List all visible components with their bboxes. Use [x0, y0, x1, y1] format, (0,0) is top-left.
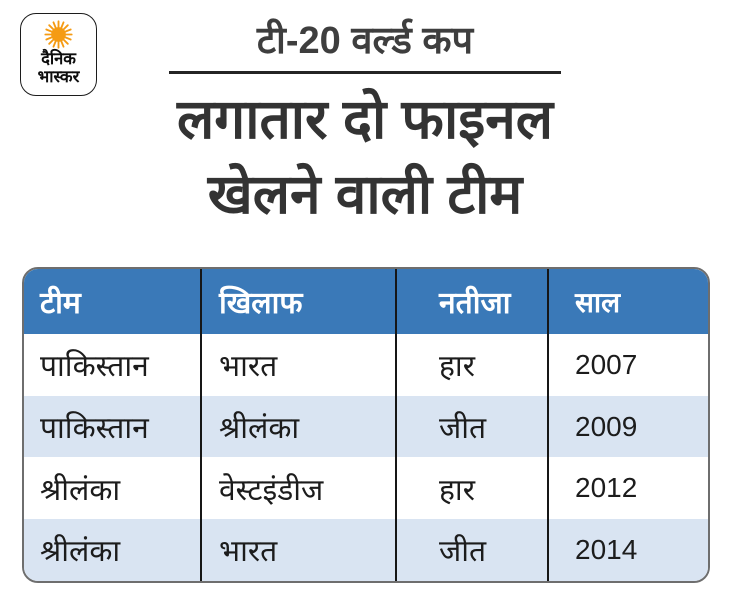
cell-year: 2007	[547, 334, 708, 396]
sun-icon	[44, 20, 73, 49]
cell-team: श्रीलंका	[40, 473, 121, 507]
table-header-row: टीम खिलाफ नतीजा साल	[24, 269, 708, 334]
col-header-team: टीम	[40, 287, 81, 320]
col-header-result: नतीजा	[395, 269, 547, 334]
table-row: पाकिस्तान भारत हार 2007	[24, 334, 708, 396]
cell-against: श्रीलंका	[200, 395, 395, 458]
logo-line1: दैनिक	[41, 50, 76, 68]
kicker-title: टी-20 वर्ल्ड कप	[256, 20, 474, 62]
cell-against: भारत	[200, 334, 395, 396]
cell-result: हार	[395, 457, 547, 520]
col-header-year: साल	[547, 269, 708, 334]
logo-line2: भास्कर	[37, 67, 80, 86]
results-table: टीम खिलाफ नतीजा साल पाकिस्तान भारत हार 2…	[22, 267, 710, 583]
kicker-block: टी-20 वर्ल्ड कप	[0, 16, 730, 74]
kicker-underline	[169, 71, 561, 74]
main-title-line2: खेलने वाली टीम	[207, 163, 523, 225]
dainik-bhaskar-logo: दैनिक भास्कर	[20, 13, 97, 96]
table-row: श्रीलंका भारत जीत 2014	[24, 519, 708, 581]
cell-against: भारत	[200, 519, 395, 581]
cell-against: वेस्टइंडीज	[200, 457, 395, 520]
cell-result: जीत	[395, 395, 547, 458]
main-title-line1: लगातार दो फाइनल	[176, 88, 554, 150]
table-row: पाकिस्तान श्रीलंका जीत 2009	[24, 395, 708, 458]
cell-team: पाकिस्तान	[40, 412, 149, 446]
logo-wordmark: दैनिक भास्कर	[37, 50, 80, 87]
cell-year: 2012	[547, 457, 708, 520]
cell-result: हार	[395, 334, 547, 396]
cell-year: 2014	[547, 519, 708, 581]
cell-year: 2009	[547, 395, 708, 458]
col-header-against: खिलाफ	[200, 269, 395, 334]
cell-team: श्रीलंका	[40, 535, 121, 569]
cell-result: जीत	[395, 519, 547, 581]
cell-team: पाकिस्तान	[40, 350, 149, 384]
main-title: लगातार दो फाइनल खेलने वाली टीम	[0, 82, 730, 232]
table-row: श्रीलंका वेस्टइंडीज हार 2012	[24, 457, 708, 520]
